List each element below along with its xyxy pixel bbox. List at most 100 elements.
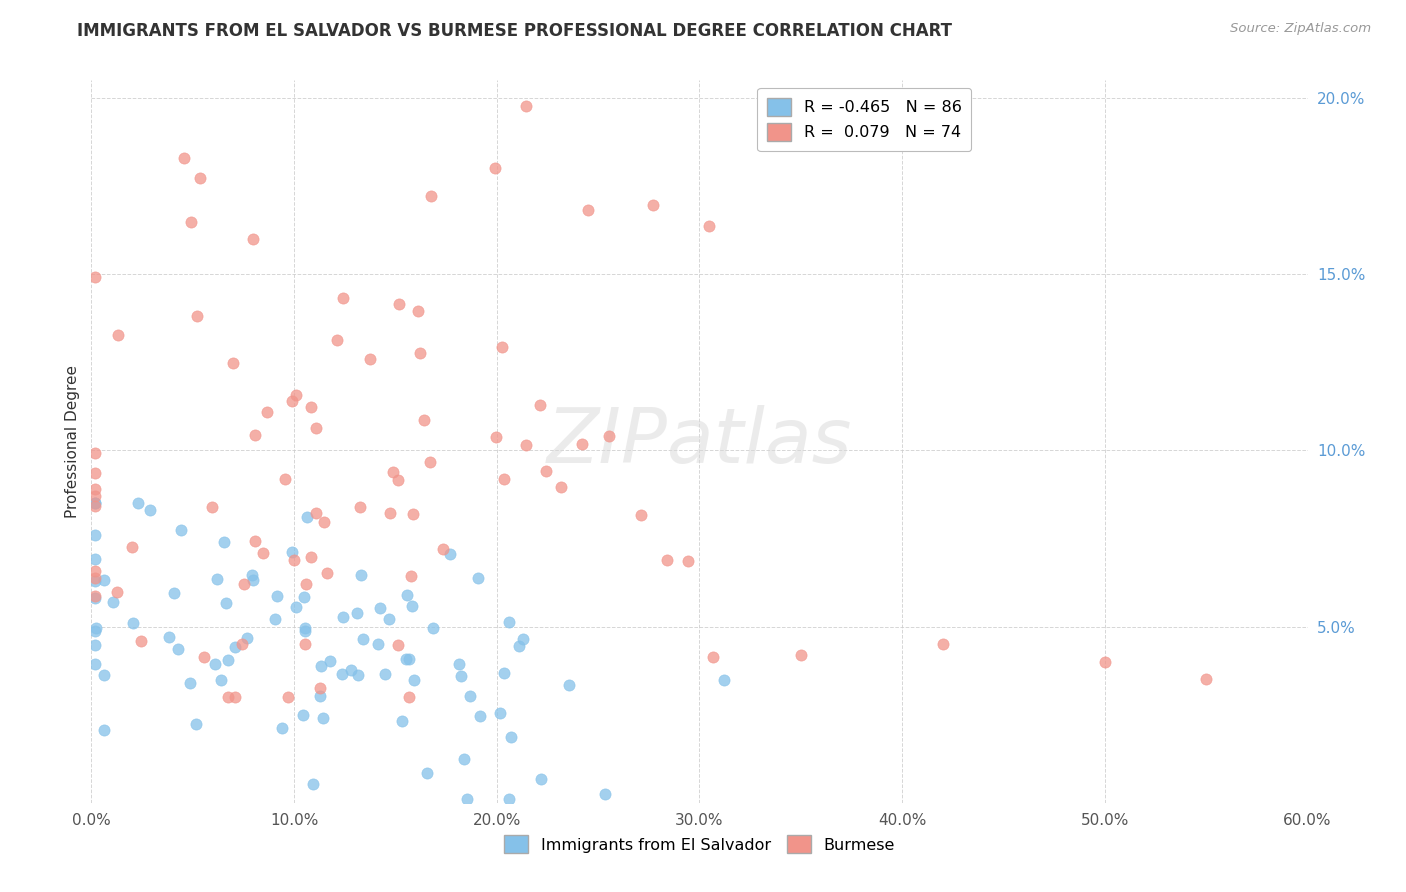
- Point: [84, 483, 107, 497]
- Point: [281, 545, 304, 559]
- Point: [1094, 655, 1116, 669]
- Point: [121, 540, 143, 554]
- Point: [186, 309, 208, 323]
- Text: IMMIGRANTS FROM EL SALVADOR VS BURMESE PROFESSIONAL DEGREE CORRELATION CHART: IMMIGRANTS FROM EL SALVADOR VS BURMESE P…: [77, 22, 952, 40]
- Point: [101, 595, 124, 609]
- Point: [242, 232, 264, 246]
- Point: [576, 202, 599, 217]
- Point: [395, 652, 418, 666]
- Point: [84, 270, 107, 285]
- Point: [641, 198, 664, 212]
- Point: [179, 676, 201, 690]
- Point: [204, 657, 226, 672]
- Point: [312, 710, 335, 724]
- Point: [484, 161, 506, 175]
- Point: [236, 631, 259, 645]
- Point: [697, 219, 720, 234]
- Point: [467, 571, 489, 585]
- Point: [713, 673, 735, 687]
- Point: [84, 496, 107, 510]
- Point: [281, 394, 304, 409]
- Point: [492, 472, 515, 486]
- Point: [381, 465, 404, 479]
- Point: [630, 508, 652, 522]
- Y-axis label: Professional Degree: Professional Degree: [65, 365, 80, 518]
- Point: [162, 585, 184, 599]
- Point: [529, 398, 551, 412]
- Point: [378, 612, 401, 626]
- Point: [408, 346, 430, 360]
- Point: [93, 723, 115, 737]
- Point: [285, 599, 308, 614]
- Point: [931, 637, 953, 651]
- Point: [378, 507, 401, 521]
- Point: [485, 430, 508, 444]
- Point: [200, 500, 222, 514]
- Point: [266, 590, 288, 604]
- Point: [139, 502, 162, 516]
- Point: [169, 523, 191, 537]
- Point: [387, 473, 409, 487]
- Point: [439, 547, 461, 561]
- Point: [316, 566, 339, 580]
- Point: [332, 291, 354, 305]
- Point: [256, 405, 278, 419]
- Point: [274, 473, 297, 487]
- Point: [420, 189, 443, 203]
- Point: [84, 571, 107, 585]
- Point: [205, 572, 228, 586]
- Point: [294, 637, 316, 651]
- Point: [332, 609, 354, 624]
- Point: [245, 428, 267, 442]
- Point: [209, 673, 232, 687]
- Point: [84, 657, 107, 671]
- Point: [676, 553, 699, 567]
- Point: [374, 667, 396, 681]
- Point: [453, 752, 475, 766]
- Point: [84, 624, 107, 638]
- Point: [415, 765, 437, 780]
- Point: [491, 340, 513, 354]
- Point: [84, 589, 107, 603]
- Point: [214, 535, 236, 549]
- Point: [217, 653, 239, 667]
- Point: [401, 599, 423, 614]
- Point: [305, 421, 328, 435]
- Point: [498, 615, 520, 629]
- Point: [193, 649, 215, 664]
- Point: [413, 413, 436, 427]
- Point: [84, 489, 107, 503]
- Point: [790, 648, 813, 662]
- Point: [571, 436, 593, 450]
- Point: [84, 499, 107, 513]
- Point: [350, 568, 373, 582]
- Point: [271, 721, 294, 735]
- Point: [292, 591, 315, 605]
- Point: [419, 455, 441, 469]
- Point: [122, 615, 145, 630]
- Point: [399, 569, 422, 583]
- Point: [498, 792, 520, 806]
- Point: [173, 151, 195, 165]
- Point: [224, 640, 246, 655]
- Point: [499, 730, 522, 744]
- Point: [84, 552, 107, 566]
- Point: [84, 591, 107, 605]
- Point: [368, 601, 391, 615]
- Point: [456, 792, 478, 806]
- Point: [449, 657, 471, 671]
- Point: [352, 632, 374, 646]
- Point: [215, 596, 238, 610]
- Point: [129, 633, 152, 648]
- Point: [330, 666, 353, 681]
- Point: [391, 714, 413, 728]
- Point: [530, 772, 553, 786]
- Point: [319, 654, 342, 668]
- Point: [292, 708, 315, 723]
- Point: [84, 638, 107, 652]
- Point: [598, 429, 620, 443]
- Point: [157, 631, 180, 645]
- Point: [347, 667, 370, 681]
- Point: [84, 574, 107, 589]
- Point: [277, 690, 299, 704]
